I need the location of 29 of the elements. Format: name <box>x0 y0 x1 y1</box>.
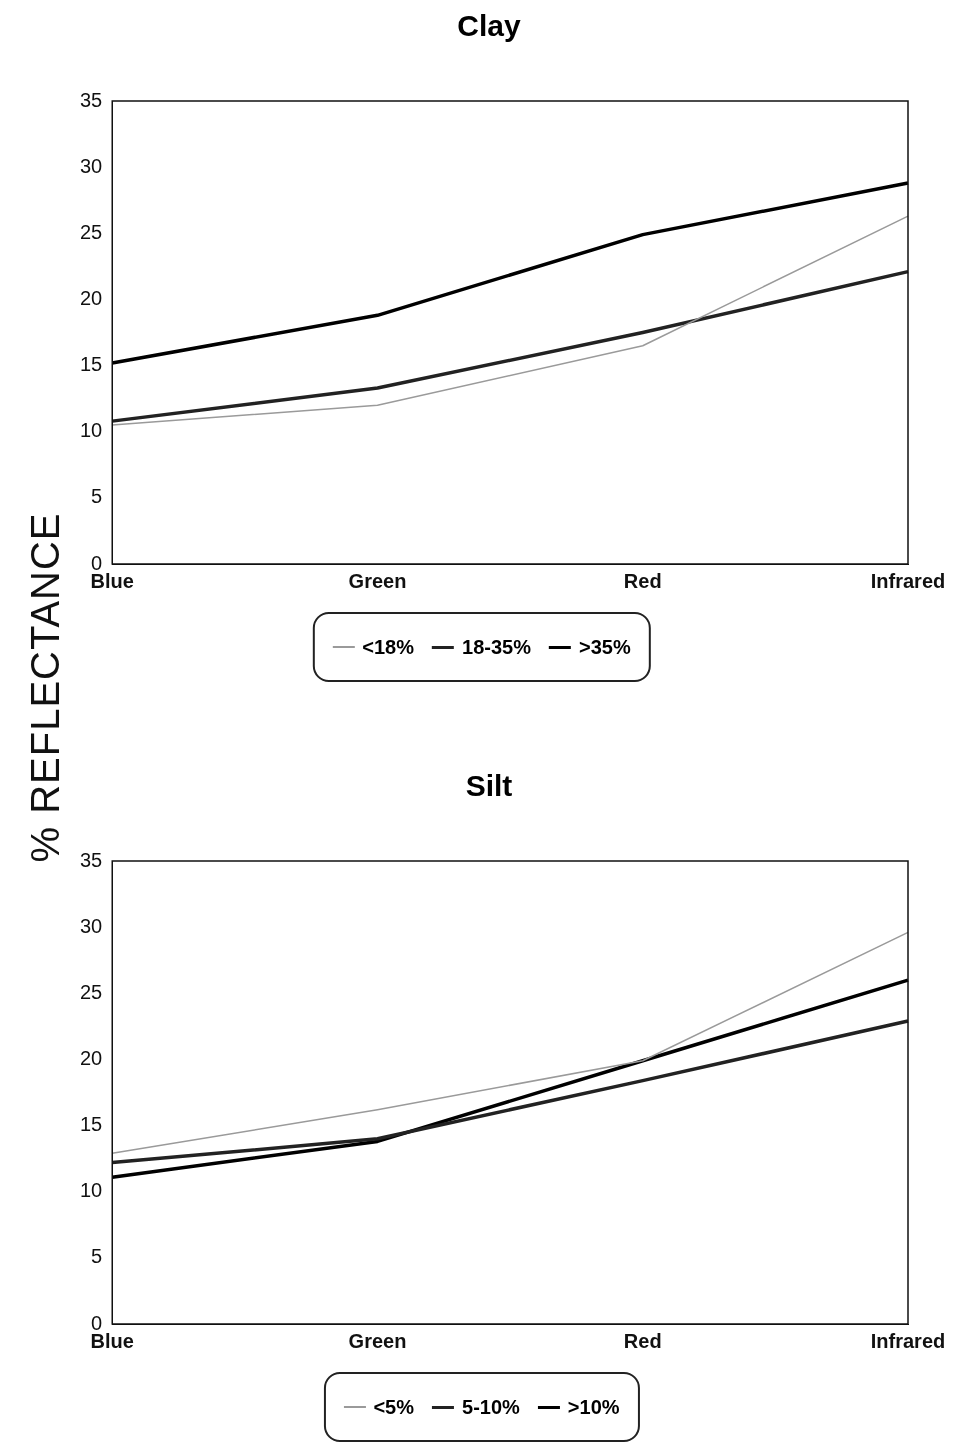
chart-title: Silt <box>465 769 513 803</box>
x-tick-label: Infrared <box>870 1329 946 1352</box>
legend-label: >35% <box>578 635 631 659</box>
y-tick-label: 15 <box>80 1113 103 1136</box>
y-tick-label: 25 <box>80 220 103 243</box>
legend-label: 5-10% <box>462 1395 520 1419</box>
y-tick-label: 25 <box>80 980 103 1003</box>
legend-label: 18-35% <box>462 635 531 659</box>
legend-label: >10% <box>567 1395 620 1419</box>
x-tick-label: Green <box>348 1329 407 1352</box>
x-tick-label: Green <box>348 569 407 592</box>
chart-title: Clay <box>457 9 521 43</box>
y-tick-label: 10 <box>80 1179 103 1202</box>
y-tick-label: 20 <box>80 286 103 309</box>
y-tick-label: 35 <box>80 848 103 871</box>
y-tick-label: 10 <box>80 419 103 442</box>
y-tick-label: 35 <box>80 88 103 111</box>
y-tick-label: 30 <box>80 914 103 937</box>
legend-label: <5% <box>373 1395 415 1419</box>
y-tick-label: 15 <box>80 353 103 376</box>
x-tick-label: Red <box>623 569 662 592</box>
y-tick-label: 5 <box>91 485 103 508</box>
y-axis-title: % REFLECTANCE <box>22 511 68 865</box>
y-tick-label: 20 <box>80 1046 103 1069</box>
x-tick-label: Red <box>623 1329 662 1352</box>
y-tick-label: 30 <box>80 154 103 177</box>
legend-label: <18% <box>362 635 415 659</box>
x-tick-label: Infrared <box>870 569 946 592</box>
y-tick-label: 5 <box>91 1245 103 1268</box>
